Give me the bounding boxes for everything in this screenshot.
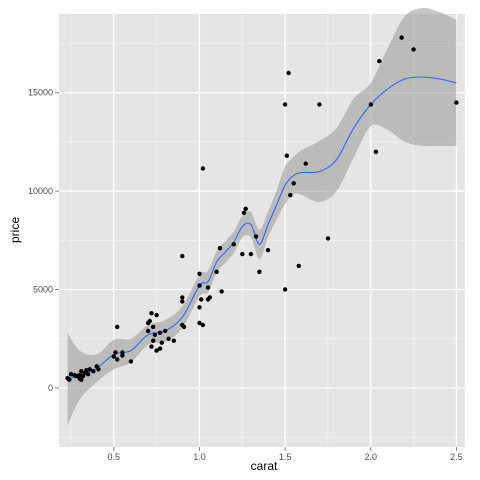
data-point	[180, 299, 185, 304]
data-point	[253, 234, 259, 239]
data-point	[68, 372, 74, 377]
data-point	[180, 253, 185, 259]
y-tick-label: 0	[48, 383, 53, 393]
data-point	[149, 311, 154, 316]
data-point	[84, 368, 89, 373]
data-point	[231, 242, 236, 247]
x-axis-title: carat	[251, 459, 278, 473]
data-point	[157, 346, 163, 351]
data-point	[377, 59, 382, 64]
data-point	[154, 348, 159, 353]
data-point	[145, 328, 151, 334]
data-point	[197, 271, 202, 276]
y-tick-label: 10000	[28, 186, 53, 196]
data-point	[373, 149, 379, 154]
data-point	[115, 357, 120, 362]
data-point	[200, 166, 206, 171]
data-point	[79, 369, 84, 374]
axis-ticks: 0.5 1.0 1.5 2.0 2.5 0 5000 10000 15000	[28, 88, 463, 462]
data-point	[257, 269, 262, 274]
x-tick-label: 1.0	[193, 452, 206, 462]
data-point	[205, 285, 211, 290]
data-point	[217, 246, 223, 251]
data-point	[288, 192, 293, 198]
x-tick-label: 2.5	[450, 452, 463, 462]
data-point	[113, 350, 118, 355]
y-tick-label: 15000	[28, 88, 53, 98]
data-point	[181, 324, 187, 330]
data-point	[73, 373, 79, 379]
data-point	[111, 354, 117, 359]
data-point	[151, 324, 156, 330]
y-tick-label: 5000	[33, 285, 53, 295]
data-point	[115, 324, 120, 330]
x-tick-label: 1.5	[279, 452, 292, 462]
data-point	[243, 206, 248, 211]
confidence-ribbon	[67, 7, 457, 426]
data-point	[147, 318, 152, 324]
data-point	[282, 287, 288, 292]
x-tick-label: 0.5	[108, 452, 121, 462]
data-point	[317, 102, 322, 107]
data-point	[180, 295, 185, 300]
data-point	[154, 312, 159, 318]
data-point	[79, 377, 84, 382]
data-point	[454, 100, 459, 105]
data-point	[240, 251, 245, 257]
data-point	[286, 70, 291, 76]
data-point	[159, 340, 164, 345]
data-point	[87, 367, 93, 372]
data-point	[265, 248, 271, 253]
data-point	[282, 102, 288, 107]
data-point	[157, 330, 163, 335]
data-point	[171, 338, 176, 343]
data-point	[411, 47, 416, 52]
data-point	[197, 283, 202, 288]
data-point	[291, 181, 296, 186]
data-point	[214, 269, 219, 274]
data-point	[399, 35, 404, 40]
data-point	[199, 297, 204, 302]
data-point	[219, 289, 224, 294]
data-points	[65, 35, 459, 382]
data-point	[77, 373, 82, 378]
data-point	[197, 320, 202, 326]
data-point	[303, 161, 308, 166]
data-point	[325, 236, 331, 241]
data-point	[96, 367, 101, 372]
data-point	[248, 251, 254, 257]
data-point	[296, 263, 301, 269]
data-point	[152, 332, 158, 337]
data-point	[91, 369, 96, 374]
data-point	[241, 210, 247, 215]
data-point	[197, 305, 202, 310]
data-point	[207, 295, 212, 300]
data-point	[149, 344, 154, 349]
data-point	[120, 350, 125, 355]
data-point	[128, 359, 134, 364]
data-point	[200, 322, 206, 328]
data-point	[151, 338, 156, 343]
data-point	[166, 336, 171, 341]
x-tick-label: 2.0	[365, 452, 378, 462]
data-point	[284, 153, 289, 158]
y-axis-title: price	[8, 217, 22, 243]
data-point	[85, 372, 91, 377]
data-point	[368, 102, 373, 107]
data-point	[163, 328, 168, 334]
data-point	[67, 377, 72, 382]
